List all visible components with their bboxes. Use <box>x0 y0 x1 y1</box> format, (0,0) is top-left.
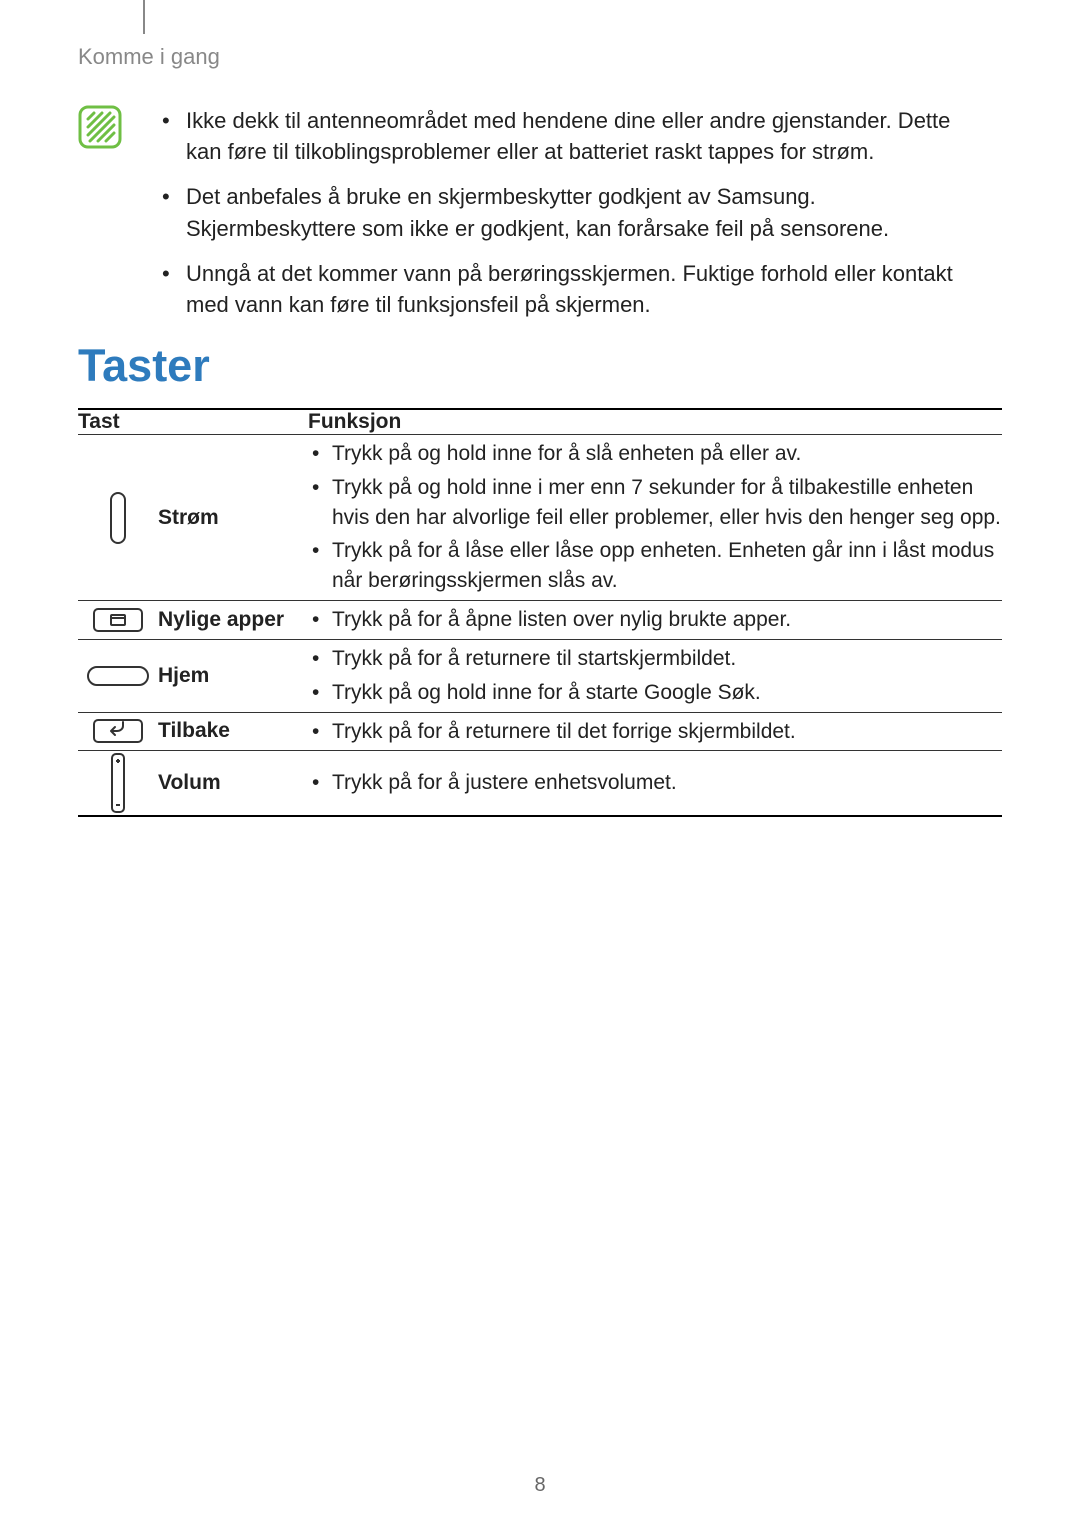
key-label: Nylige apper <box>158 601 308 640</box>
table-header-funksjon: Funksjon <box>308 409 1002 435</box>
home-button-icon <box>78 639 158 712</box>
key-functions: Trykk på for å åpne listen over nylig br… <box>308 601 1002 640</box>
function-item: Trykk på og hold inne for å slå enheten … <box>308 439 1002 469</box>
recent-apps-icon <box>78 601 158 640</box>
note-item: Ikke dekk til antenneområdet med hendene… <box>158 105 988 167</box>
function-item: Trykk på for å returnere til det forrige… <box>308 717 1002 747</box>
section-heading: Taster <box>78 340 210 392</box>
key-functions: Trykk på for å returnere til det forrige… <box>308 712 1002 751</box>
chapter-title: Komme i gang <box>78 44 220 70</box>
function-item: Trykk på og hold inne for å starte Googl… <box>308 678 1002 708</box>
volume-button-icon <box>78 751 158 817</box>
note-list: Ikke dekk til antenneområdet med hendene… <box>158 105 988 320</box>
key-label: Strøm <box>158 435 308 601</box>
function-item: Trykk på for å åpne listen over nylig br… <box>308 605 1002 635</box>
table-header-row: Tast Funksjon <box>78 409 1002 435</box>
key-label: Hjem <box>158 639 308 712</box>
function-item: Trykk på for å returnere til startskjerm… <box>308 644 1002 674</box>
table-row: Tilbake Trykk på for å returnere til det… <box>78 712 1002 751</box>
table-header-tast: Tast <box>78 409 308 435</box>
note-block: Ikke dekk til antenneområdet med hendene… <box>78 105 1002 334</box>
key-functions: Trykk på for å justere enhetsvolumet. <box>308 751 1002 817</box>
table-row: Hjem Trykk på for å returnere til starts… <box>78 639 1002 712</box>
key-functions: Trykk på for å returnere til startskjerm… <box>308 639 1002 712</box>
table-row: Strøm Trykk på og hold inne for å slå en… <box>78 435 1002 601</box>
function-item: Trykk på for å justere enhetsvolumet. <box>308 768 1002 798</box>
key-label: Volum <box>158 751 308 817</box>
keys-table: Tast Funksjon Strøm Trykk på og hold inn… <box>78 408 1002 817</box>
note-item: Unngå at det kommer vann på berøringsskj… <box>158 258 988 320</box>
note-icon <box>78 105 122 149</box>
back-button-icon <box>78 712 158 751</box>
key-label: Tilbake <box>158 712 308 751</box>
key-functions: Trykk på og hold inne for å slå enheten … <box>308 435 1002 601</box>
page-number: 8 <box>0 1474 1080 1497</box>
table-row: Volum Trykk på for å justere enhetsvolum… <box>78 751 1002 817</box>
table-row: Nylige apper Trykk på for å åpne listen … <box>78 601 1002 640</box>
page-top-rule <box>143 0 145 34</box>
power-button-icon <box>78 435 158 601</box>
note-item: Det anbefales å bruke en skjermbeskytter… <box>158 181 988 243</box>
function-item: Trykk på og hold inne i mer enn 7 sekund… <box>308 473 1002 533</box>
function-item: Trykk på for å låse eller låse opp enhet… <box>308 536 1002 596</box>
